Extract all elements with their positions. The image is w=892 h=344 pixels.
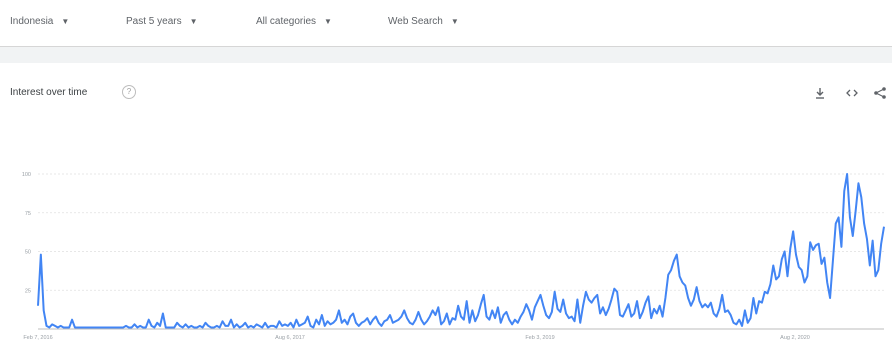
interest-over-time-card: Interest over time ? 25 50 75 100 Feb 7, 201… xyxy=(0,63,892,344)
filter-category[interactable]: All categories ▼ xyxy=(256,13,332,29)
y-tick-label: 50 xyxy=(25,250,31,256)
help-icon[interactable]: ? xyxy=(122,85,136,99)
interest-line-chart: 25 50 75 100 Feb 7, 2016 Aug 6, 2017 Feb 3, 20… xyxy=(22,172,885,341)
download-icon[interactable] xyxy=(812,85,828,101)
filter-region[interactable]: Indonesia ▼ xyxy=(10,13,69,29)
chevron-down-icon: ▼ xyxy=(450,16,459,26)
filter-search-type-label: Web Search xyxy=(388,15,443,27)
x-tick-label: Feb 7, 2016 xyxy=(23,335,52,341)
chevron-down-icon: ▼ xyxy=(61,16,70,26)
y-tick-label: 75 xyxy=(25,211,31,217)
series-line-0 xyxy=(37,173,885,329)
chevron-down-icon: ▼ xyxy=(189,16,198,26)
card-title: Interest over time xyxy=(10,87,88,98)
filter-category-label: All categories xyxy=(256,15,317,27)
x-tick-label: Feb 3, 2019 xyxy=(525,335,554,341)
y-tick-label: 100 xyxy=(22,172,31,178)
filter-bar: Indonesia ▼ Past 5 years ▼ All categorie… xyxy=(0,0,892,47)
embed-icon[interactable] xyxy=(844,85,860,101)
chevron-down-icon: ▼ xyxy=(324,16,332,26)
x-tick-label: Aug 2, 2020 xyxy=(780,335,810,341)
y-tick-label: 25 xyxy=(25,288,31,294)
filter-search-type[interactable]: Web Search ▼ xyxy=(388,13,459,29)
section-divider xyxy=(0,47,892,63)
x-tick-label: Aug 6, 2017 xyxy=(275,335,305,341)
filter-time-range[interactable]: Past 5 years ▼ xyxy=(126,13,198,29)
filter-region-label: Indonesia xyxy=(10,15,54,27)
filter-time-range-label: Past 5 years xyxy=(126,15,182,27)
share-icon[interactable] xyxy=(872,85,888,101)
